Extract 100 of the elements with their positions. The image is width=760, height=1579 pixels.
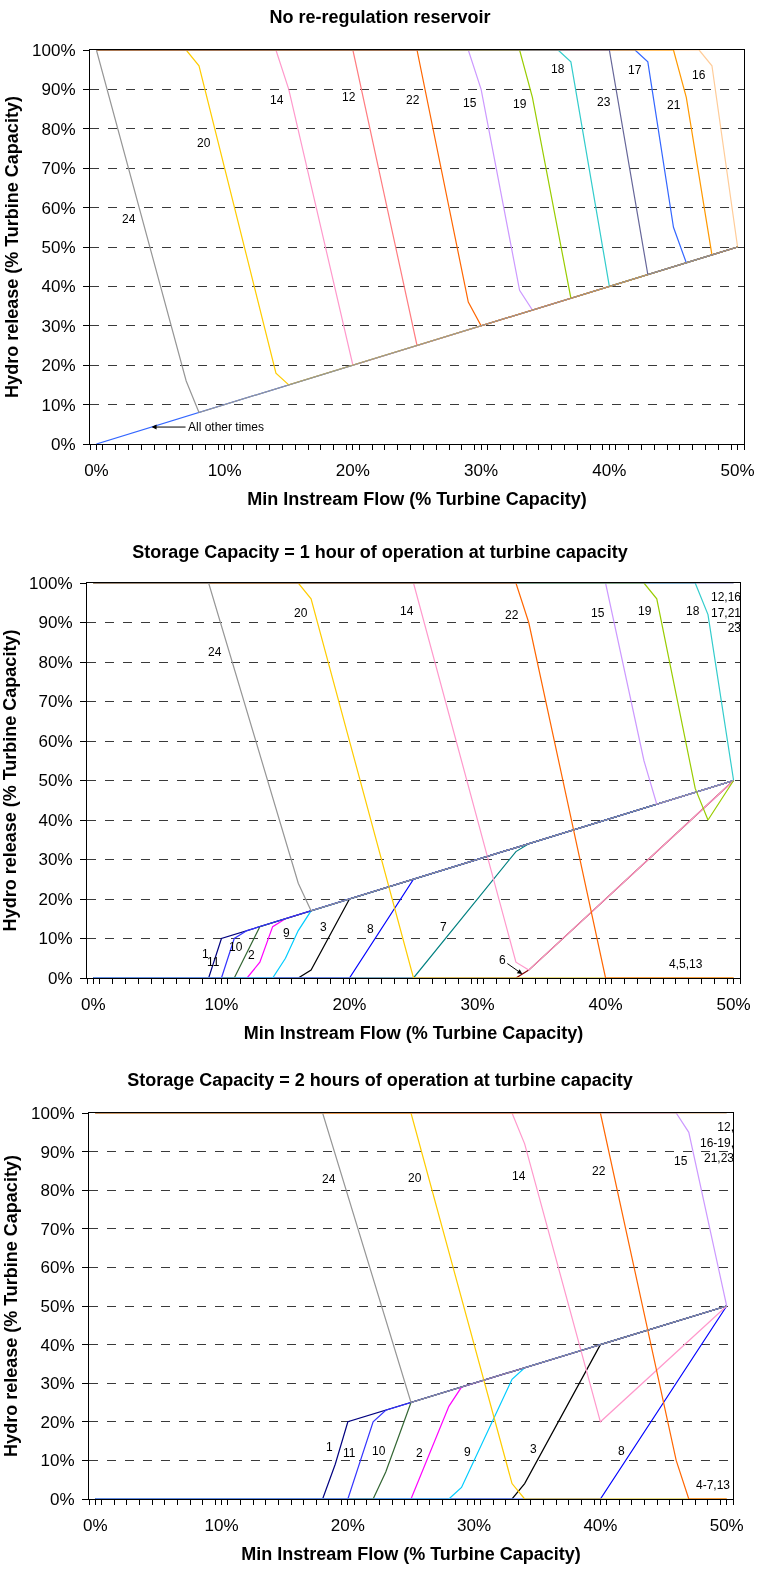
x-tick-label: 0% — [84, 461, 109, 481]
y-tick-label: 30% — [38, 850, 73, 870]
y-tick-label: 40% — [38, 810, 73, 830]
annotation: 23 — [597, 95, 611, 109]
y-tick-label: 20% — [41, 356, 76, 376]
y-tick-label: 20% — [40, 1412, 75, 1432]
annotation: 12 — [342, 90, 356, 104]
annotation: 20 — [197, 136, 211, 150]
y-axis-title: Hydro release (% Turbine Capacity) — [2, 96, 23, 398]
annotation: 24 — [208, 645, 222, 659]
annotation: 21 — [667, 98, 681, 112]
x-tick-label: 30% — [464, 461, 499, 481]
y-tick-label: 80% — [40, 1181, 75, 1201]
y-tick-label: 50% — [38, 771, 73, 791]
y-tick-label: 100% — [32, 40, 76, 60]
annotation: 14 — [512, 1169, 526, 1183]
x-tick-label: 40% — [583, 1516, 618, 1536]
y-tick-label: 30% — [41, 316, 76, 336]
annotation: 1 — [326, 1440, 333, 1454]
annotation: 10 — [372, 1444, 386, 1458]
annotation: 18 — [551, 62, 565, 76]
x-tick-label: 50% — [709, 1516, 744, 1536]
y-tick-label: 60% — [41, 198, 76, 218]
y-tick-label: 100% — [29, 573, 73, 593]
annotation: 20 — [294, 606, 308, 620]
y-tick-label: 60% — [38, 731, 73, 751]
annotation: 3 — [320, 920, 327, 934]
y-tick-label: 80% — [41, 119, 76, 139]
annotation: 8 — [367, 922, 374, 936]
y-tick-label: 10% — [41, 395, 76, 415]
x-tick-label: 30% — [460, 995, 495, 1015]
annotation: 12, 16-19, 21,23 — [700, 1120, 735, 1166]
y-tick-label: 30% — [40, 1374, 75, 1394]
annotation: 14 — [270, 93, 284, 107]
annotation: 22 — [592, 1164, 606, 1178]
x-tick-label: 40% — [592, 461, 627, 481]
x-tick-label: 10% — [204, 1516, 239, 1536]
y-tick-label: 0% — [50, 1489, 75, 1509]
annotation: 3 — [530, 1442, 537, 1456]
annotation: 8 — [618, 1444, 625, 1458]
y-tick-label: 90% — [41, 80, 76, 100]
y-tick-label: 70% — [38, 692, 73, 712]
x-tick-label: 30% — [457, 1516, 492, 1536]
annotation: 15 — [463, 96, 477, 110]
annotation: 18 — [686, 604, 700, 618]
chart-title: Storage Capacity = 1 hour of operation at turbine capacity — [132, 542, 628, 563]
chart-title: Storage Capacity = 2 hours of operation at turbine capacity — [127, 1070, 633, 1091]
y-tick-label: 70% — [41, 159, 76, 179]
y-tick-label: 80% — [38, 652, 73, 672]
annotation: 9 — [283, 926, 290, 940]
x-tick-label: 40% — [588, 995, 623, 1015]
y-tick-label: 90% — [38, 613, 73, 633]
y-axis-title: Hydro release (% Turbine Capacity) — [0, 629, 20, 932]
annotation: 19 — [513, 97, 527, 111]
x-tick-label: 0% — [83, 1516, 108, 1536]
annotation: 14 — [400, 604, 414, 618]
annotation: 2 — [416, 1446, 423, 1460]
annotation: 1 — [202, 947, 209, 961]
annotation: 24 — [122, 212, 136, 226]
x-axis-title: Min Instream Flow (% Turbine Capacity) — [243, 1022, 584, 1043]
annotation: 15 — [591, 606, 605, 620]
y-tick-label: 0% — [48, 968, 73, 988]
y-tick-label: 50% — [40, 1296, 75, 1316]
annotation: 12,16 17,21 23 — [711, 590, 742, 636]
y-tick-label: 10% — [38, 929, 73, 949]
annotation: 11 — [343, 1446, 356, 1460]
annotation: 4-7,13 — [696, 1478, 731, 1492]
annotation: 7 — [440, 920, 447, 934]
y-tick-label: 90% — [40, 1142, 75, 1162]
y-axis-title: Hydro release (% Turbine Capacity) — [1, 1155, 22, 1457]
chart-title: No re-regulation reservoir — [269, 7, 491, 28]
x-tick-label: 20% — [335, 461, 370, 481]
x-axis-title: Min Instream Flow (% Turbine Capacity) — [247, 488, 587, 509]
y-tick-label: 40% — [41, 277, 76, 297]
annotation: All other times — [188, 420, 265, 434]
y-tick-label: 20% — [38, 889, 73, 909]
y-tick-label: 10% — [40, 1451, 75, 1471]
x-tick-label: 50% — [716, 995, 751, 1015]
annotation: 10 — [229, 940, 243, 954]
x-tick-label: 20% — [332, 995, 367, 1015]
annotation: 22 — [406, 93, 420, 107]
y-tick-label: 0% — [51, 434, 76, 454]
x-tick-label: 20% — [330, 1516, 365, 1536]
y-tick-label: 60% — [40, 1258, 75, 1278]
y-tick-label: 70% — [40, 1219, 75, 1239]
annotation: 20 — [408, 1171, 422, 1185]
annotation: 9 — [464, 1445, 471, 1459]
x-axis-title: Min Instream Flow (% Turbine Capacity) — [241, 1543, 581, 1564]
annotation: 19 — [638, 604, 652, 618]
annotation: 2 — [248, 948, 255, 962]
annotation: 17 — [628, 63, 642, 77]
annotation: 6 — [499, 953, 506, 967]
y-tick-label: 40% — [40, 1335, 75, 1355]
annotation: 22 — [505, 608, 519, 622]
x-tick-label: 50% — [720, 461, 755, 481]
annotation: 15 — [674, 1154, 688, 1168]
y-tick-label: 50% — [41, 237, 76, 257]
annotation: 16 — [692, 68, 706, 82]
x-tick-label: 10% — [207, 461, 242, 481]
annotation: 24 — [322, 1172, 336, 1186]
